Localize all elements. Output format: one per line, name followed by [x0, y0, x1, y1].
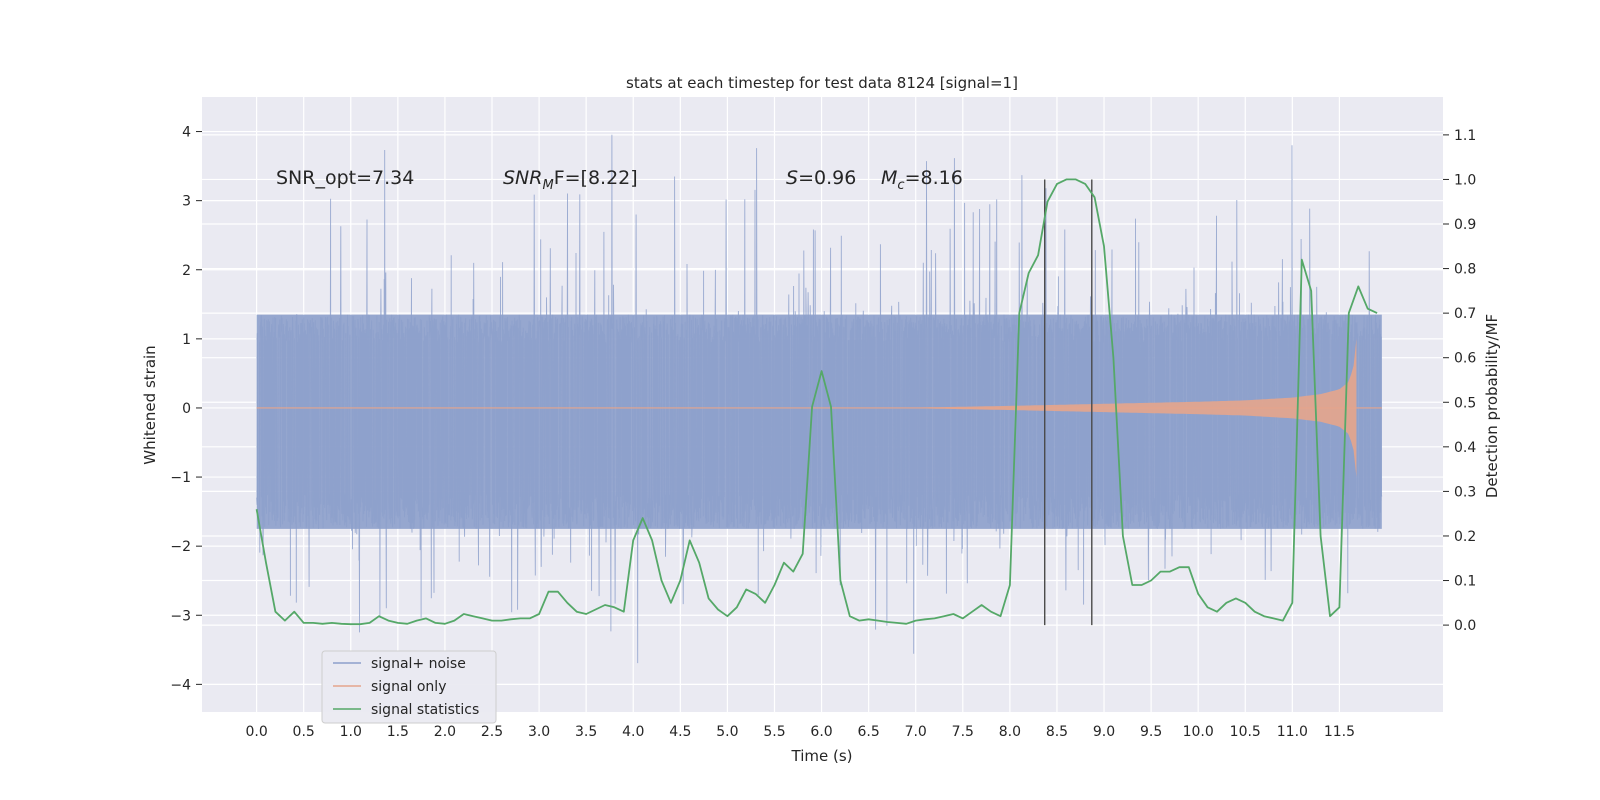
annotation-snr-mf-value: F=[8.22]: [554, 167, 638, 189]
right-y-axis-label: Detection probability/MF: [1483, 314, 1501, 498]
right-y-axis: 1.1 1.0 0.9 0.8 0.7 0.6 0.5 0.4 0.3 0.2 0.1 0.0: [1443, 128, 1476, 634]
legend-label-signal-noise: signal+ noise: [371, 656, 466, 672]
x-tick-label: 10.5: [1230, 724, 1261, 740]
left-y-tick-label: 3: [182, 194, 191, 210]
x-axis: 0.0 0.5 1.0 1.5 2.0 2.5 3.0 3.5 4.0 4.5 5.0 5.5 6.0 6…: [245, 724, 1355, 740]
left-y-tick-label: 1: [182, 332, 191, 348]
right-y-tick-label: 0.5: [1454, 395, 1476, 411]
signal-only-series: [256, 338, 1382, 478]
annotation-mc-value: =8.16: [905, 167, 963, 189]
signal-noise-series: [256, 134, 1383, 664]
right-y-tick-label: 0.6: [1454, 351, 1476, 367]
legend-label-signal-only: signal only: [371, 679, 446, 695]
annotation-snr-mf-main: SNR: [503, 167, 542, 189]
x-tick-label: 5.5: [763, 724, 785, 740]
x-tick-label: 3.0: [528, 724, 550, 740]
x-tick-label: 6.5: [858, 724, 880, 740]
x-tick-label: 0.0: [245, 724, 267, 740]
right-y-tick-label: 0.0: [1454, 618, 1476, 634]
right-y-tick-label: 0.8: [1454, 262, 1476, 278]
x-tick-label: 5.0: [716, 724, 738, 740]
x-tick-label: 7.5: [952, 724, 974, 740]
signal-noise-line: [256, 134, 1383, 664]
annotation-snr-mf: SNRMF=[8.22]: [503, 167, 638, 193]
x-tick-label: 8.0: [999, 724, 1021, 740]
right-y-tick-label: 1.1: [1454, 128, 1476, 144]
right-y-tick-label: 0.1: [1454, 574, 1476, 590]
annotation-mc: Mc=8.16: [881, 167, 963, 193]
x-tick-label: 6.0: [810, 724, 832, 740]
x-tick-label: 3.5: [575, 724, 597, 740]
right-y-tick-label: 1.0: [1454, 172, 1476, 188]
right-y-tick-label: 0.2: [1454, 529, 1476, 545]
left-y-tick-label: −3: [170, 608, 191, 624]
annotation-snr-mf-sub: M: [542, 178, 553, 193]
x-tick-label: 9.5: [1140, 724, 1162, 740]
signal-statistics-line: [255, 178, 1378, 626]
legend: signal+ noise signal only signal statist…: [321, 650, 497, 724]
annotation-snr-opt: SNR_opt=7.34: [276, 167, 414, 189]
x-tick-label: 4.5: [669, 724, 691, 740]
legend-box: [321, 650, 497, 724]
right-y-tick-label: 0.3: [1454, 484, 1476, 500]
legend-label-signal-statistics: signal statistics: [371, 702, 479, 718]
annotation-s-main: S: [786, 167, 798, 189]
chart-title: stats at each timestep for test data 812…: [626, 74, 1018, 92]
left-y-tick-label: 2: [182, 263, 191, 279]
x-tick-label: 11.5: [1324, 724, 1355, 740]
annotation-mc-main: M: [881, 167, 897, 189]
left-y-tick-label: 0: [182, 401, 191, 417]
x-tick-label: 4.0: [622, 724, 644, 740]
right-y-tick-label: 0.4: [1454, 440, 1476, 456]
right-y-tick-label: 0.9: [1454, 217, 1476, 233]
x-tick-label: 7.0: [905, 724, 927, 740]
left-y-tick-label: −2: [170, 539, 191, 555]
x-tick-label: 11.0: [1277, 724, 1308, 740]
x-tick-label: 2.0: [434, 724, 456, 740]
left-y-axis-label: Whitened strain: [141, 345, 159, 464]
right-y-tick-label: 0.7: [1454, 306, 1476, 322]
annotation-mc-sub: c: [897, 178, 904, 193]
annotations: SNR_opt=7.34 SNRMF=[8.22] S=0.96 Mc=8.16: [276, 167, 963, 193]
left-y-axis: 4 3 2 1 0 −1 −2 −3 −4: [170, 125, 202, 693]
signal-statistics-series: [255, 178, 1378, 626]
x-tick-label: 0.5: [293, 724, 315, 740]
x-tick-label: 1.5: [387, 724, 409, 740]
x-tick-label: 10.0: [1183, 724, 1214, 740]
x-tick-label: 8.5: [1046, 724, 1068, 740]
x-tick-label: 9.0: [1093, 724, 1115, 740]
annotation-s: S=0.96: [786, 167, 856, 189]
left-y-tick-label: 4: [182, 125, 191, 141]
x-tick-label: 1.0: [340, 724, 362, 740]
x-tick-label: 2.5: [481, 724, 503, 740]
annotation-s-value: =0.96: [798, 167, 856, 189]
left-y-tick-label: −1: [170, 470, 191, 486]
x-axis-label: Time (s): [791, 747, 853, 765]
left-y-tick-label: −4: [170, 677, 191, 693]
vertical-markers: [1044, 179, 1093, 626]
